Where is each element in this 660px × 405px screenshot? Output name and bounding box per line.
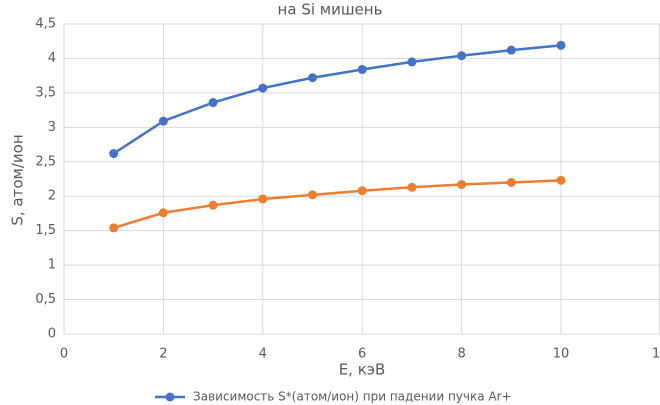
y-tick-label: 2,5 [35, 154, 56, 169]
y-tick-label: 1,5 [35, 223, 56, 238]
x-tick-label: 2 [159, 347, 167, 362]
data-point [158, 208, 168, 218]
data-point [308, 190, 317, 200]
y-tick-label: 2 [48, 189, 56, 204]
data-point [158, 116, 168, 126]
x-tick-label: 8 [457, 347, 465, 362]
y-tick-label: 3 [48, 120, 56, 135]
data-point [357, 64, 367, 74]
data-point [407, 182, 417, 192]
chart-title: на Si мишень [278, 1, 383, 19]
x-axis-label: E, кэВ [339, 361, 386, 379]
y-axis-label: S, атом/ион [9, 134, 27, 225]
data-point [208, 98, 218, 108]
data-point [506, 177, 516, 187]
data-point [556, 40, 566, 50]
data-point [258, 194, 268, 204]
data-point [109, 149, 119, 159]
y-tick-label: 0 [48, 327, 56, 342]
x-tick-label: 4 [259, 347, 267, 362]
data-point [506, 45, 516, 55]
data-point [407, 57, 417, 67]
legend-marker [165, 392, 175, 402]
data-point [556, 175, 566, 185]
data-point [308, 73, 317, 83]
x-tick-label: 10 [553, 347, 570, 362]
y-tick-label: 4 [48, 51, 56, 66]
data-point [457, 51, 467, 61]
data-point [258, 83, 268, 93]
x-tick-label: 6 [358, 347, 366, 362]
y-tick-label: 1 [48, 258, 56, 273]
series-line [113, 44, 562, 155]
legend-label: Зависимость S*(атом/ион) при падении пуч… [193, 390, 512, 404]
data-point [208, 200, 218, 210]
x-tick-label: 0 [60, 347, 68, 362]
data-point [457, 180, 467, 190]
y-tick-label: 0,5 [35, 292, 56, 307]
y-tick-label: 4,5 [35, 17, 56, 32]
data-point [357, 186, 367, 196]
y-tick-label: 3,5 [35, 85, 56, 100]
x-tick-label: 1 [652, 347, 660, 362]
data-point [109, 223, 119, 233]
series-line [113, 179, 562, 230]
